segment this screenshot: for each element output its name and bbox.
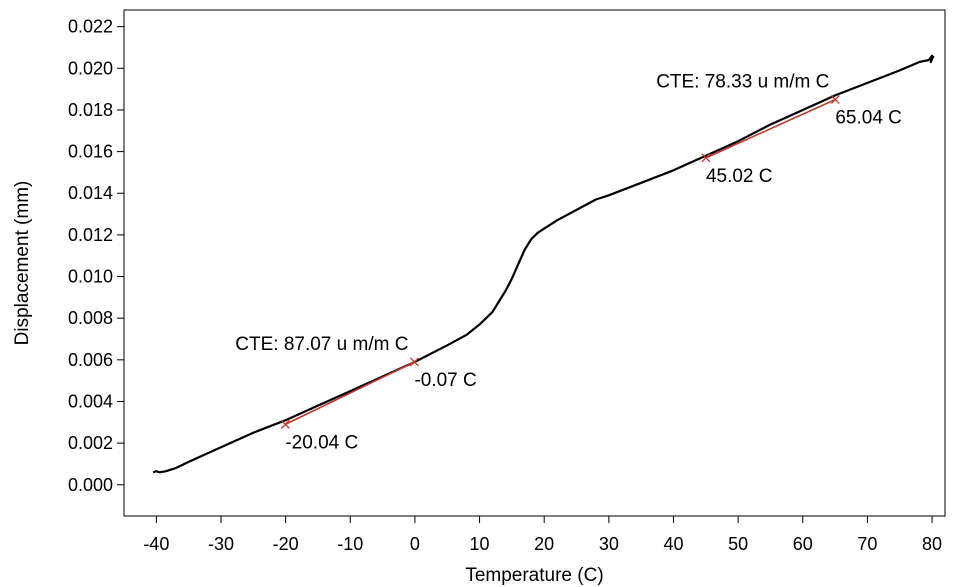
x-axis-title: Temperature (C) xyxy=(465,565,603,586)
y-tick-label: 0.002 xyxy=(68,433,113,453)
cte-annotation: CTE: 87.07 u m/m C xyxy=(235,334,408,355)
x-tick-label: 30 xyxy=(599,534,619,554)
y-axis: 0.000 0.002 0.004 0.006 0.008 0.010 0.012 0.014… xyxy=(68,17,124,495)
x-tick-label: 80 xyxy=(922,534,942,554)
fit-start-label: 45.02 C xyxy=(706,166,773,187)
y-axis-title: Displacement (mm) xyxy=(12,181,33,346)
y-tick-label: 0.006 xyxy=(68,350,113,370)
y-tick-label: 0.004 xyxy=(68,391,113,411)
cte-annotation: CTE: 78.33 u m/m C xyxy=(656,72,829,93)
x-axis: -40 -30 -20 -10 0 10 20 30 40 50 60 70 80 xyxy=(143,516,942,554)
y-tick-label: 0.014 xyxy=(68,183,113,203)
y-tick-label: 0.010 xyxy=(68,267,113,287)
x-tick-label: 10 xyxy=(470,534,490,554)
x-tick-label: -20 xyxy=(273,534,299,554)
series-line-0 xyxy=(152,54,935,474)
fit-marker-end xyxy=(830,95,840,104)
x-tick-label: 40 xyxy=(663,534,683,554)
fit-start-label: -20.04 C xyxy=(285,432,358,453)
plot-frame xyxy=(123,9,946,517)
x-tick-label: 70 xyxy=(857,534,877,554)
series-layer xyxy=(152,54,935,474)
fit-end-label: 65.04 C xyxy=(835,108,902,129)
x-tick-label: -10 xyxy=(337,534,363,554)
y-tick-label: 0.000 xyxy=(68,475,113,495)
y-tick-label: 0.012 xyxy=(68,225,113,245)
x-tick-label: 20 xyxy=(534,534,554,554)
y-tick-label: 0.008 xyxy=(68,308,113,328)
y-tick-label: 0.016 xyxy=(68,142,113,162)
x-tick-label: 50 xyxy=(728,534,748,554)
fit-end-label: -0.07 C xyxy=(414,370,476,391)
x-tick-label: 0 xyxy=(410,534,420,554)
fit-marker-end xyxy=(409,357,419,367)
fit-marker-start xyxy=(280,419,290,429)
fit-marker-start xyxy=(701,153,711,163)
y-tick-label: 0.018 xyxy=(68,100,113,120)
y-tick-label: 0.020 xyxy=(68,58,113,78)
fit-layer: -20.04 C -0.07 C CTE: 87.07 u m/m C 45.02 C… xyxy=(235,72,902,454)
y-tick-label: 0.022 xyxy=(68,17,113,37)
cte-fit-line-0 xyxy=(285,361,415,426)
x-tick-label: 60 xyxy=(793,534,813,554)
x-tick-label: -40 xyxy=(143,534,169,554)
cte-fit-line-1 xyxy=(705,98,836,159)
x-tick-label: -30 xyxy=(208,534,234,554)
